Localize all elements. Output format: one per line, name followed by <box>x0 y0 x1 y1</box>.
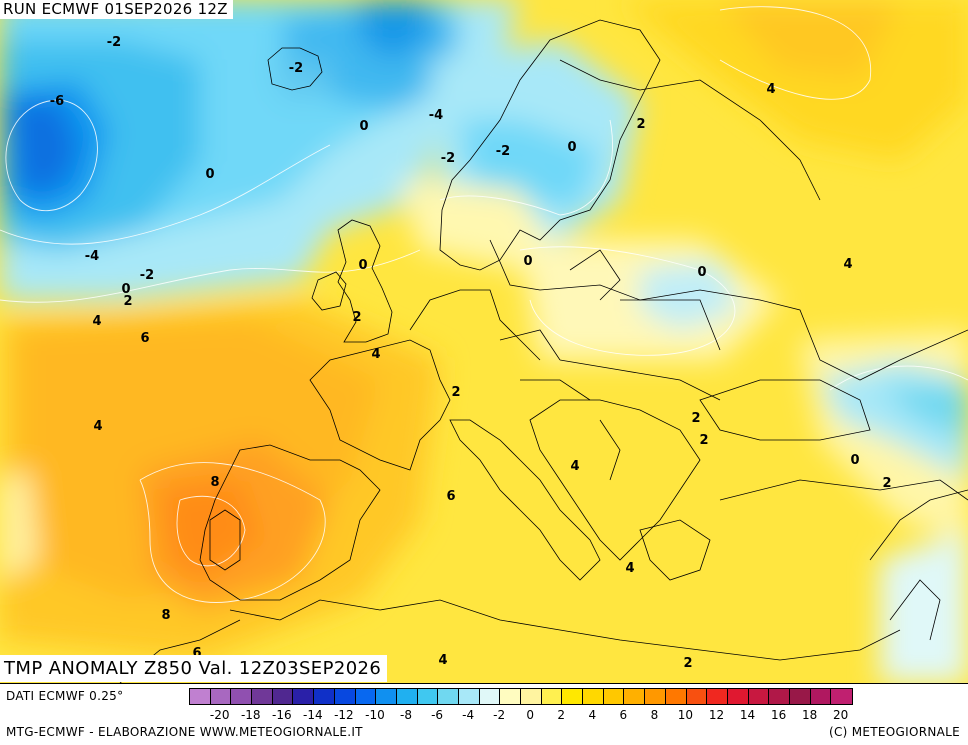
color-scale-tick-label: -10 <box>365 708 385 722</box>
color-scale-tick-label: 10 <box>677 708 694 722</box>
color-scale-tick-label: 6 <box>619 708 628 722</box>
color-scale-bar <box>189 688 853 705</box>
color-swatch <box>686 689 708 704</box>
color-swatch <box>231 689 253 704</box>
contour-value-label: -2 <box>496 144 510 159</box>
contour-value-label: 0 <box>358 258 367 273</box>
color-swatch <box>521 689 542 704</box>
contour-value-label: 0 <box>850 453 859 468</box>
contour-value-label: 0 <box>359 119 368 134</box>
color-scale-ticks: -20 -18 -16 -14 -12 -10 -8 -6 -4 -2 0 2 4 6 8 10 12 14 16 1… <box>189 708 967 722</box>
color-scale-tick-label: -6 <box>431 708 444 722</box>
contour-value-label: 2 <box>451 385 460 400</box>
contour-value-label: 6 <box>140 331 149 346</box>
color-scale-tick-label: 16 <box>770 708 787 722</box>
credit-left: MTG-ECMWF - ELABORAZIONE WWW.METEOGIORNA… <box>6 725 363 739</box>
color-swatch <box>458 689 480 704</box>
color-scale-tick-label: 8 <box>650 708 659 722</box>
color-swatch <box>438 689 459 704</box>
contour-value-label: 0 <box>523 254 532 269</box>
color-swatch <box>789 689 811 704</box>
contour-value-label: 0 <box>697 265 706 280</box>
color-swatch <box>334 689 356 704</box>
color-scale-tick-label: -4 <box>462 708 475 722</box>
color-swatch <box>748 689 770 704</box>
map-title: TMP ANOMALY Z850 Val. 12Z03SEP2026 <box>0 655 388 682</box>
color-swatch <box>603 689 625 704</box>
contour-value-label: -2 <box>441 151 455 166</box>
contour-value-label: 4 <box>843 257 852 272</box>
color-swatch <box>252 689 273 704</box>
color-scale-tick-label: -12 <box>334 708 354 722</box>
color-scale-tick-label: 14 <box>739 708 756 722</box>
color-scale-tick-label: -8 <box>400 708 412 722</box>
color-swatch <box>190 689 211 704</box>
color-swatch <box>376 689 397 704</box>
contour-value-label: 2 <box>123 294 132 309</box>
color-swatch <box>727 689 749 704</box>
color-swatch <box>314 689 335 704</box>
contour-value-label: 2 <box>636 117 645 132</box>
contour-value-label: 0 <box>205 167 214 182</box>
color-scale-tick-label: 20 <box>833 708 849 722</box>
color-scale-tick-label: -18 <box>240 708 261 722</box>
color-swatch <box>810 689 832 704</box>
color-swatch <box>355 689 377 704</box>
color-swatch <box>562 689 584 704</box>
contour-value-label: -2 <box>289 61 303 76</box>
contour-value-label: 2 <box>352 310 361 325</box>
color-swatch <box>665 689 687 704</box>
contour-value-label: 4 <box>438 653 447 668</box>
contour-value-label: 0 <box>567 140 576 155</box>
color-swatch <box>583 689 604 704</box>
color-swatch <box>272 689 294 704</box>
color-swatch <box>417 689 439 704</box>
contour-value-label: -6 <box>50 94 64 109</box>
contour-value-label: 4 <box>371 347 380 362</box>
color-swatch <box>500 689 521 704</box>
legend-footer: DATI ECMWF 0.25° -20 -18 -16 -14 -12 -10 -8 -6-… <box>0 683 968 745</box>
color-scale-tick-label: 0 <box>526 708 535 722</box>
color-swatch <box>645 689 666 704</box>
color-swatch <box>831 689 852 704</box>
contour-value-label: 2 <box>699 433 708 448</box>
contour-value-label: -2 <box>107 35 121 50</box>
color-scale-tick-label: 4 <box>588 708 597 722</box>
color-scale-tick-label: -2 <box>493 708 506 722</box>
contour-value-label: 4 <box>93 419 102 434</box>
color-scale-tick-label: -20 <box>209 708 230 722</box>
contour-value-label: 8 <box>210 475 219 490</box>
contour-value-label: 8 <box>161 608 170 623</box>
color-swatch <box>396 689 418 704</box>
data-source-label: DATI ECMWF 0.25° <box>6 689 124 703</box>
contour-value-label: -4 <box>429 108 443 123</box>
color-scale-tick-label: 18 <box>802 708 818 722</box>
temperature-anomaly-map: -2-2-6-4-2 -200-40 00-20246424222486024864… <box>0 0 968 683</box>
contour-value-label: -4 <box>85 249 99 264</box>
color-scale-tick-label: 2 <box>557 708 566 722</box>
contour-value-label: 2 <box>691 411 700 426</box>
contour-value-label: 6 <box>192 646 201 661</box>
contour-value-label: 4 <box>766 82 775 97</box>
copyright-label: (C) METEOGIORNALE <box>828 725 960 739</box>
color-scale-tick-label: -16 <box>271 708 292 722</box>
contour-value-label: 4 <box>570 459 579 474</box>
color-swatch <box>769 689 790 704</box>
color-scale-tick-label: -14 <box>303 708 323 722</box>
color-swatch <box>541 689 563 704</box>
color-swatch <box>624 689 646 704</box>
contour-value-label: 4 <box>625 561 634 576</box>
contour-value-label: 0 <box>121 282 130 297</box>
contour-value-label: 4 <box>92 314 101 329</box>
color-swatch <box>293 689 315 704</box>
color-swatch <box>479 689 501 704</box>
color-swatch <box>210 689 232 704</box>
run-title: RUN ECMWF 01SEP2026 12Z <box>0 0 233 19</box>
contour-value-label: 2 <box>882 476 891 491</box>
color-scale-tick-label: 12 <box>708 708 725 722</box>
color-swatch <box>707 689 728 704</box>
contour-value-label: 2 <box>683 656 692 671</box>
contour-value-label: 6 <box>446 489 455 504</box>
contour-value-label: -2 <box>140 268 154 283</box>
